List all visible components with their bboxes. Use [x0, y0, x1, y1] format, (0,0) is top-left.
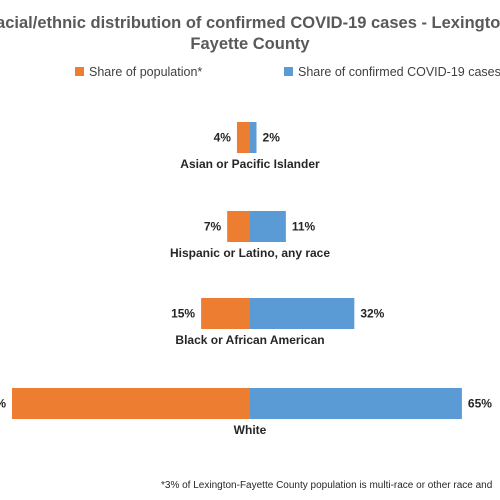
data-label-cases-white: 65%: [468, 397, 492, 411]
data-label-cases-hispanic-or-latino-any-race: 11%: [292, 220, 316, 234]
plot-area: 4% 2% Asian or Pacific Islander 7% 11% Hispan…: [0, 122, 492, 437]
category-label-white: White: [234, 423, 267, 437]
bar-cases-hispanic-or-latino-any-race: [250, 211, 286, 242]
legend-label-cases: Share of confirmed COVID-19 cases: [298, 65, 500, 79]
bar-cases-asian-or-pacific-islander: [250, 122, 257, 153]
chart-title-line-1: Racial/ethnic distribution of confirmed …: [0, 14, 500, 32]
bar-population-white: [12, 388, 250, 419]
data-label-population-black-or-african-american: 15%: [171, 307, 195, 321]
data-label-cases-black-or-african-american: 32%: [360, 307, 384, 321]
data-label-population-asian-or-pacific-islander: 4%: [214, 131, 232, 145]
bar-population-hispanic-or-latino-any-race: [227, 211, 250, 242]
legend: Share of population* Share of confirmed …: [75, 65, 500, 79]
category-label-asian-or-pacific-islander: Asian or Pacific Islander: [180, 157, 320, 171]
legend-label-population: Share of population*: [89, 65, 202, 79]
data-label-population-hispanic-or-latino-any-race: 7%: [204, 220, 222, 234]
bar-cases-white: [250, 388, 462, 419]
category-label-black-or-african-american: Black or African American: [175, 333, 324, 347]
footnote: *3% of Lexington-Fayette County populati…: [161, 480, 492, 491]
data-label-population-white: 73%: [0, 397, 6, 411]
legend-swatch-cases: [284, 67, 293, 76]
chart-title-line-2: Fayette County: [190, 35, 310, 53]
data-label-cases-asian-or-pacific-islander: 2%: [263, 131, 281, 145]
legend-swatch-population: [75, 67, 84, 76]
category-label-hispanic-or-latino-any-race: Hispanic or Latino, any race: [170, 246, 330, 260]
bar-population-asian-or-pacific-islander: [236, 122, 250, 153]
bar-population-black-or-african-american: [201, 298, 250, 329]
bar-cases-black-or-african-american: [250, 298, 355, 329]
